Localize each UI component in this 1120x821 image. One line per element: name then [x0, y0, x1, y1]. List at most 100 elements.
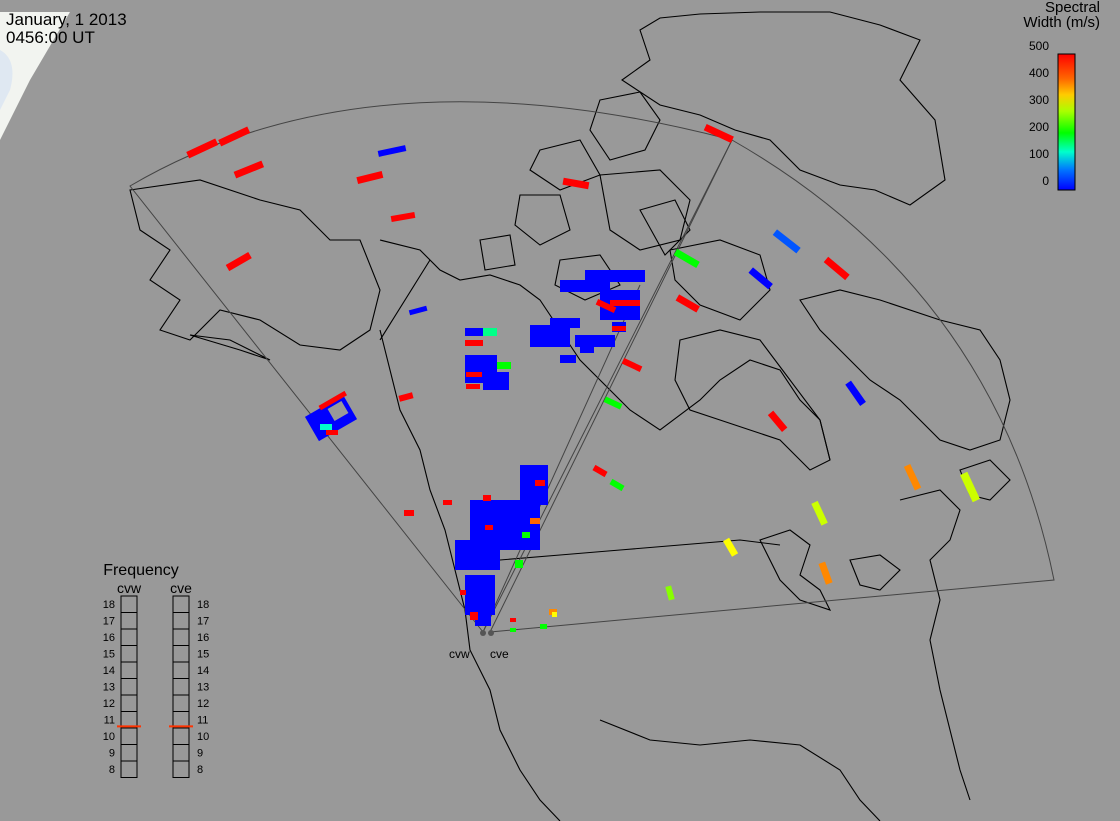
echo-cell: [326, 430, 338, 435]
cve-site-marker: [488, 630, 494, 636]
echo-cell: [818, 561, 833, 585]
frequency-scale-label: 17: [103, 616, 115, 628]
frequency-scale-label: 12: [197, 698, 209, 710]
frequency-scale-label: 10: [103, 731, 115, 743]
frequency-cell: [172, 760, 190, 778]
echo-cell: [483, 328, 497, 336]
frequency-left-label: cvw: [117, 580, 142, 596]
echo-cell: [465, 328, 485, 336]
colorbar-title-line1: Spectral: [1045, 0, 1100, 16]
frequency-scale-label: 8: [197, 764, 203, 776]
echo-cell: [466, 372, 482, 377]
echo-cell: [455, 540, 495, 570]
colorbar-ticks: 500 400 300 200 100 0: [1029, 39, 1049, 188]
frequency-scale-label: 8: [109, 764, 115, 776]
frequency-title: Frequency: [103, 562, 179, 579]
echo-cell: [522, 532, 530, 538]
frequency-scale-label: 12: [103, 698, 115, 710]
radar-echoes: [186, 123, 980, 632]
echo-cell: [390, 211, 416, 223]
echo-cell: [318, 390, 347, 411]
colorbar-title-line2: Width (m/s): [1023, 14, 1100, 31]
echo-cell: [470, 612, 478, 620]
echo-cell: [530, 325, 570, 347]
colorbar-tick-label: 300: [1029, 93, 1049, 107]
echo-cell: [475, 610, 491, 626]
frequency-scale-label: 16: [197, 632, 209, 644]
echo-cell: [903, 463, 922, 491]
echo-cell: [592, 464, 608, 478]
echo-cell: [550, 318, 580, 328]
echo-cell: [675, 294, 700, 313]
echo-cell: [767, 410, 788, 432]
ice-region: [0, 12, 70, 140]
echo-cell: [515, 560, 523, 568]
echo-cell: [748, 267, 773, 290]
frequency-scale-label: 11: [197, 715, 208, 727]
echo-cell: [665, 585, 675, 601]
echo-cell: [408, 305, 428, 316]
frequency-scale-label: 16: [103, 632, 115, 644]
colorbar-tick-label: 100: [1029, 147, 1049, 161]
colorbar-tick-label: 400: [1029, 66, 1049, 80]
echo-cell: [485, 525, 493, 530]
colorbar-gradient: [1057, 53, 1076, 191]
frequency-scale-label: 11: [104, 715, 115, 727]
frequency-scale-label: 15: [103, 649, 115, 661]
echo-cell: [443, 500, 452, 505]
echo-cell: [960, 471, 980, 503]
echo-cell: [510, 618, 516, 622]
echo-cell: [610, 300, 640, 306]
echo-cell: [483, 372, 509, 390]
echo-cell: [585, 270, 645, 282]
colorbar-tick-label: 200: [1029, 120, 1049, 134]
cve-fov: [489, 139, 1055, 633]
echo-cell: [621, 358, 643, 372]
frequency-scale-label: 18: [197, 599, 209, 611]
echo-cell: [540, 624, 547, 629]
frequency-scale-label: 18: [103, 599, 115, 611]
frequency-scale-label: 13: [197, 682, 209, 694]
coastlines: [129, 11, 1011, 821]
echo-cell: [562, 177, 590, 190]
frequency-scale-label: 17: [197, 616, 209, 628]
echo-cell: [612, 326, 626, 331]
frequency-scale-label: 9: [197, 748, 203, 760]
echo-cell: [398, 392, 414, 402]
echo-cell: [560, 280, 610, 292]
echo-cell: [603, 396, 623, 410]
frequency-right-label: cve: [170, 580, 192, 596]
echo-cell: [404, 510, 414, 516]
echo-cell: [483, 495, 491, 501]
echo-cell: [703, 123, 734, 143]
frequency-scale-label: 14: [103, 665, 115, 677]
frequency-panel: Frequency cvw cve 18 17 16 15 14 13 12 11 10 9 8 1…: [103, 562, 209, 778]
echo-cell: [497, 362, 511, 369]
echo-cell: [320, 424, 332, 430]
frequency-scale-label: 13: [103, 682, 115, 694]
echo-cell: [552, 612, 557, 617]
echo-cell: [465, 575, 495, 615]
echo-cell: [460, 590, 466, 595]
echo-cell: [595, 299, 617, 313]
echo-cell: [560, 355, 576, 363]
time-label: 0456:00 UT: [6, 28, 95, 47]
frequency-cvw-column: 18 17 16 15 14 13 12 11 10 9 8: [103, 595, 141, 778]
cve-site-label: cve: [490, 647, 509, 661]
echo-cell: [465, 340, 483, 346]
echo-cell: [466, 384, 480, 389]
echo-cell: [356, 170, 384, 185]
echo-cell: [723, 537, 739, 557]
frequency-scale-label: 15: [197, 649, 209, 661]
ice-shade: [0, 50, 13, 110]
frequency-scale-label: 9: [109, 748, 115, 760]
frequency-scale-label: 14: [197, 665, 209, 677]
echo-cell: [233, 160, 265, 179]
echo-cell: [575, 335, 615, 347]
colorbar-tick-label: 500: [1029, 39, 1049, 53]
echo-cell: [530, 518, 540, 524]
echo-cell: [580, 345, 594, 353]
echo-cell: [772, 229, 801, 254]
cvw-site-marker: [480, 630, 486, 636]
